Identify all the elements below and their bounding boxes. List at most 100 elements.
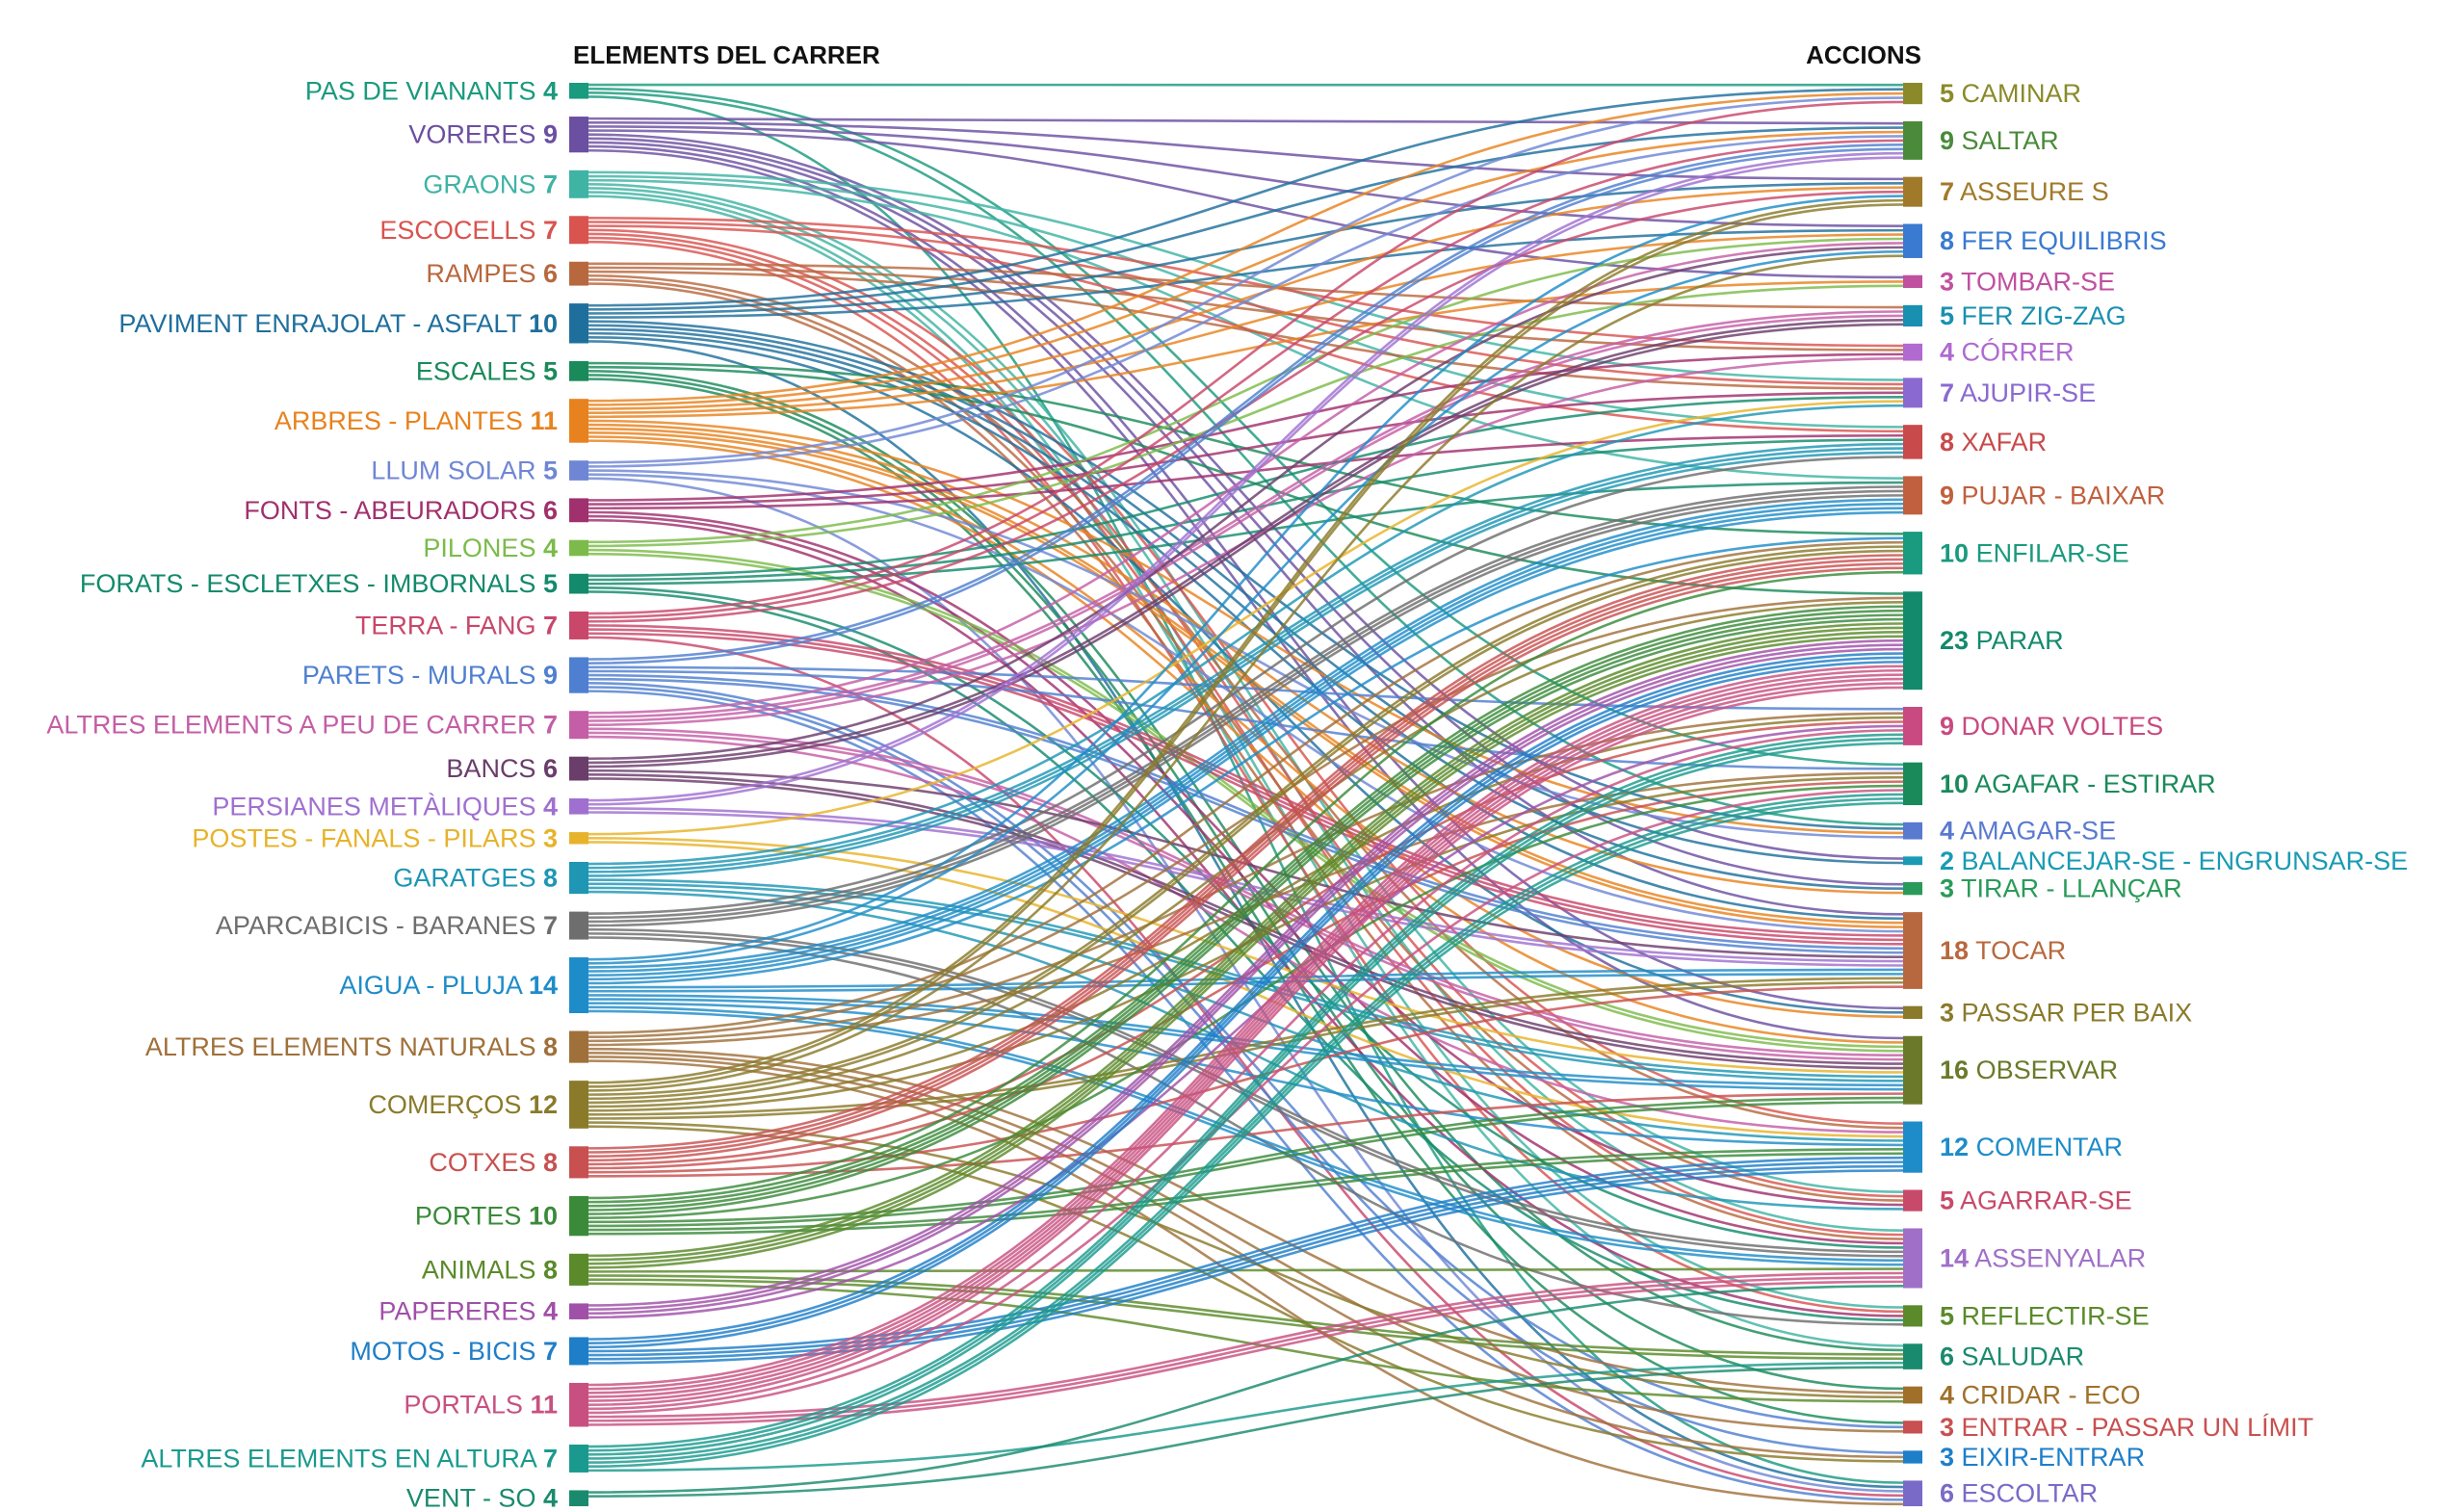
left-node-bar — [569, 911, 588, 940]
right-node-name: REFLECTIR-SE — [1962, 1301, 2150, 1330]
left-node-value: 9 — [543, 661, 558, 690]
right-node-name: AJUPIR-SE — [1960, 378, 2096, 407]
flow-link — [587, 254, 1904, 1092]
right-node-name: AMAGAR-SE — [1960, 817, 2116, 846]
flow-link — [587, 733, 1904, 1448]
flow-link — [587, 135, 1904, 468]
right-column-header: ACCIONS — [1806, 40, 1921, 69]
left-node-label: FONTS - ABEURADORS 6 — [244, 496, 558, 525]
flow-link — [587, 319, 1904, 765]
right-node-value: 3 — [1940, 1443, 1954, 1472]
right-node-bar — [1903, 304, 1922, 327]
right-node-name: XAFAR — [1962, 428, 2048, 456]
flow-link — [587, 431, 1904, 928]
left-node-bar — [569, 303, 588, 344]
left-node-label: PARETS - MURALS 9 — [302, 661, 558, 690]
right-node-name: ENTRAR - PASSAR UN LÍMIT — [1962, 1413, 2314, 1442]
right-node-bar — [1903, 274, 1922, 289]
left-node-label: PORTES 10 — [415, 1202, 558, 1231]
left-node-value: 7 — [543, 216, 558, 245]
right-node-value: 5 — [1940, 79, 1954, 108]
right-node-name: CAMINAR — [1962, 79, 2082, 108]
left-node-label: GARATGES 8 — [393, 864, 558, 893]
left-node-value: 7 — [543, 1444, 558, 1473]
right-node-label: 6 SALUDAR — [1940, 1343, 2084, 1371]
right-node-name: ENFILAR-SE — [1976, 538, 2129, 567]
flow-link — [587, 665, 1904, 1387]
left-node-name: PAVIMENT ENRAJOLAT - ASFALT — [118, 309, 521, 338]
flow-link — [587, 151, 1904, 802]
right-node-bar — [1903, 1121, 1922, 1173]
right-node-name: AGAFAR - ESTIRAR — [1974, 769, 2216, 798]
flow-link — [587, 438, 1904, 582]
flow-link — [587, 886, 1904, 1142]
right-node-value: 3 — [1940, 874, 1954, 903]
left-node-value: 4 — [543, 1484, 558, 1512]
left-node-name: PAS DE VIANANTS — [305, 76, 536, 105]
flow-link — [587, 221, 1904, 386]
left-node-name: MOTOS - BICIS — [350, 1337, 535, 1366]
left-node-value: 12 — [529, 1090, 558, 1119]
flow-link — [587, 395, 1904, 578]
left-node-name: BANCS — [446, 754, 535, 783]
left-node-label: MOTOS - BICIS 7 — [350, 1337, 558, 1366]
flow-link — [587, 665, 1904, 711]
right-node-value: 5 — [1940, 301, 1954, 330]
left-node-name: PERSIANES METÀLIQUES — [212, 792, 535, 821]
left-node-bar — [569, 756, 588, 781]
flow-link — [587, 1002, 1904, 1147]
flow-link — [587, 552, 1904, 1053]
left-node-label: COTXES 8 — [429, 1148, 558, 1177]
left-node-value: 5 — [543, 356, 558, 385]
left-node-bar — [569, 1444, 588, 1473]
right-node-value: 5 — [1940, 1186, 1954, 1215]
flow-link — [587, 100, 1904, 615]
left-node-label: COMERÇOS 12 — [368, 1090, 558, 1119]
left-node-name: ALTRES ELEMENTS NATURALS — [145, 1032, 536, 1061]
left-node-label: ALTRES ELEMENTS EN ALTURA 7 — [141, 1444, 558, 1473]
right-node-value: 3 — [1940, 267, 1954, 296]
left-node-bar — [569, 573, 588, 594]
flow-link — [587, 562, 1904, 1158]
left-node-value: 3 — [543, 823, 558, 852]
right-node-value: 23 — [1940, 626, 1969, 655]
flow-link — [587, 456, 1904, 915]
left-node-bar — [569, 498, 588, 523]
flow-link — [587, 117, 1904, 125]
flow-link — [587, 280, 1904, 419]
right-node-value: 8 — [1940, 428, 1954, 456]
left-node-label: VORERES 9 — [408, 120, 558, 149]
left-node-label: BANCS 6 — [446, 754, 558, 783]
flow-link — [587, 233, 1904, 414]
flow-link — [587, 686, 1904, 1407]
right-node-bar — [1903, 882, 1922, 896]
right-node-label: 5 AGARRAR-SE — [1940, 1186, 2132, 1215]
flow-link — [587, 481, 1904, 586]
right-node-bar — [1903, 591, 1922, 691]
left-node-label: PAPERERES 4 — [379, 1297, 558, 1326]
right-node-value: 5 — [1940, 1301, 1954, 1330]
flow-link — [587, 228, 1904, 319]
right-node-label: 9 PUJAR - BAIXAR — [1940, 481, 2165, 509]
flow-link — [587, 1160, 1904, 1357]
left-node-bar — [569, 611, 588, 639]
right-node-label: 5 REFLECTIR-SE — [1940, 1301, 2150, 1330]
left-node-value: 7 — [543, 711, 558, 740]
right-node-label: 4 CRIDAR - ECO — [1940, 1381, 2141, 1410]
left-node-label: ANIMALS 8 — [422, 1255, 558, 1284]
flow-link — [587, 147, 1904, 665]
right-node-value: 16 — [1940, 1056, 1969, 1084]
flow-link — [587, 998, 1904, 1091]
flow-link — [587, 314, 1904, 722]
flow-link — [587, 1282, 1904, 1403]
left-node-name: GRAONS — [423, 169, 535, 198]
right-node-value: 10 — [1940, 538, 1969, 567]
flow-link — [587, 668, 1904, 1391]
right-node-name: FER EQUILIBRIS — [1962, 226, 2167, 255]
flow-link — [587, 536, 1904, 985]
flow-link — [587, 994, 1904, 1087]
left-node-bar — [569, 1081, 588, 1129]
right-node-name: AGARRAR-SE — [1960, 1186, 2132, 1215]
